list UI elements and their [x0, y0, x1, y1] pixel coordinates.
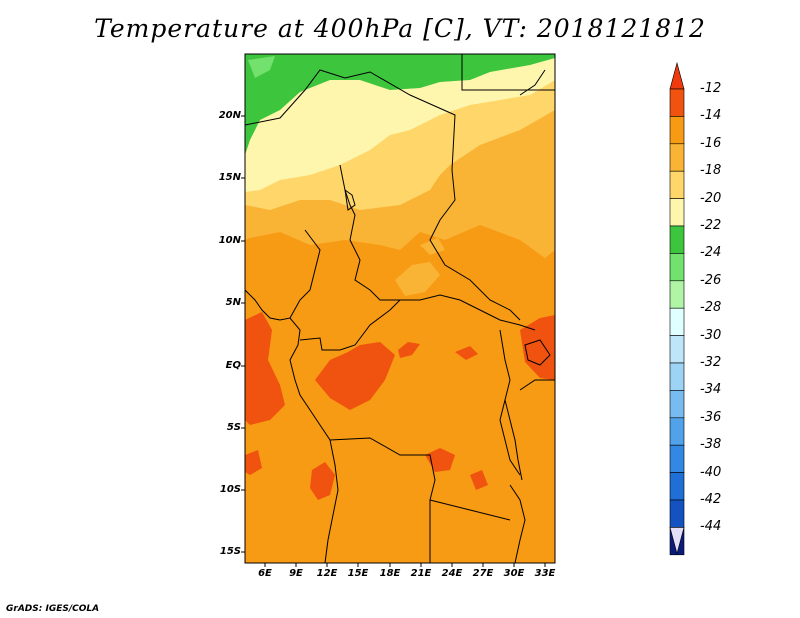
band-minus-22: [245, 54, 555, 155]
red-sea-coast: [519, 69, 546, 96]
colorbar-label: -32: [700, 355, 722, 370]
lon-label: 9E: [289, 568, 303, 579]
colorbar-swatch: [669, 143, 685, 172]
lat-label: 10S: [219, 484, 241, 495]
colorbar-label: -16: [700, 135, 722, 151]
country-borders: [245, 54, 555, 563]
rift-lakes-border: [499, 329, 521, 476]
colorbar-top-arrow: [669, 61, 685, 90]
lat-label: EQ: [225, 360, 241, 371]
warm-patch-south-4: [470, 470, 488, 490]
warm-patch-south-1: [310, 462, 335, 500]
lat-label: 20N: [218, 110, 241, 121]
colorbar: [669, 61, 685, 556]
colorbar-swatch: [669, 417, 685, 446]
colorbar-swatch: [669, 225, 685, 254]
colorbar-swatch: [669, 472, 685, 501]
colorbar-label: -28: [700, 300, 722, 316]
colorbar-label: -12: [700, 81, 722, 96]
band-minus-24-patch: [248, 56, 275, 78]
warm-patch-south-3: [245, 450, 262, 475]
lon-label: 12E: [316, 568, 338, 579]
axis-ticks: [241, 115, 546, 567]
lat-label: 5N: [225, 297, 241, 308]
warm-patch-small-2: [455, 346, 478, 360]
colorbar-swatch: [669, 198, 685, 227]
warm-patch-congo: [315, 342, 395, 410]
cool-patch-center-2: [420, 238, 445, 255]
lat-label: 15S: [219, 546, 241, 557]
lon-label: 15E: [347, 568, 369, 579]
gabon-congo-border: [299, 299, 401, 351]
colorbar-label: -40: [700, 464, 722, 480]
north-border: [245, 69, 456, 171]
colorbar-bottom-arrow: [669, 527, 685, 555]
colorbar-label: -36: [700, 409, 722, 425]
lon-label: 18E: [379, 568, 401, 579]
east-border: [519, 379, 555, 391]
lake-chad: [344, 188, 356, 211]
colorbar-label: -34: [700, 382, 722, 398]
lat-label: 10N: [218, 235, 241, 246]
colorbar-swatch: [669, 280, 685, 309]
colorbar-swatch: [669, 253, 685, 282]
colorbar-swatch: [669, 390, 685, 419]
colorbar-label: -26: [700, 272, 722, 288]
cool-patch-center: [395, 262, 440, 296]
lon-label: 27E: [472, 568, 494, 579]
colorbar-label: -42: [700, 492, 722, 507]
colorbar-swatch: [669, 170, 685, 199]
colorbar-label: -14: [700, 108, 722, 124]
warm-patch-west: [245, 312, 285, 425]
lon-label: 33E: [534, 568, 556, 579]
credit-text: GrADS: IGES/COLA: [6, 604, 100, 614]
colorbar-swatch: [669, 116, 685, 145]
map-title: Temperature at 400hPa [C], VT: 201812181…: [94, 14, 706, 43]
west-coastline: [245, 289, 339, 563]
lon-label: 21E: [410, 568, 432, 579]
lake-victoria: [524, 339, 551, 366]
colorbar-label: -44: [700, 519, 722, 535]
colorbar-label: -30: [700, 327, 722, 343]
warm-patch-east: [520, 315, 555, 380]
colorbar-swatch: [669, 335, 685, 364]
colorbar-swatch: [669, 88, 685, 117]
lat-label: 15N: [218, 172, 241, 183]
lon-label: 24E: [441, 568, 463, 579]
band-minus-20: [245, 54, 555, 192]
lon-label: 30E: [503, 568, 525, 579]
warm-patch-small-1: [398, 342, 420, 358]
northeast-border: [461, 54, 555, 91]
malawi-border: [509, 484, 526, 563]
colorbar-label: -18: [700, 163, 722, 179]
chad-sudan-border: [429, 169, 521, 321]
lat-label: 5S: [226, 422, 241, 433]
lon-label: 6E: [258, 568, 272, 579]
colorbar-swatch: [669, 444, 685, 473]
colorbar-swatch: [669, 499, 685, 528]
colorbar-label: -22: [700, 218, 722, 233]
colorbar-label: -24: [700, 245, 722, 261]
colorbar-swatch: [669, 362, 685, 391]
lake-tanganyika: [504, 399, 523, 481]
map-frame: [244, 53, 556, 564]
colorbar-label: -20: [700, 190, 722, 206]
colorbar-label: -38: [700, 437, 722, 453]
central-border: [339, 164, 536, 331]
nigeria-cameroon-border: [289, 229, 321, 319]
zambia-border: [429, 499, 511, 521]
temperature-field: [245, 54, 555, 563]
colorbar-swatch: [669, 307, 685, 336]
